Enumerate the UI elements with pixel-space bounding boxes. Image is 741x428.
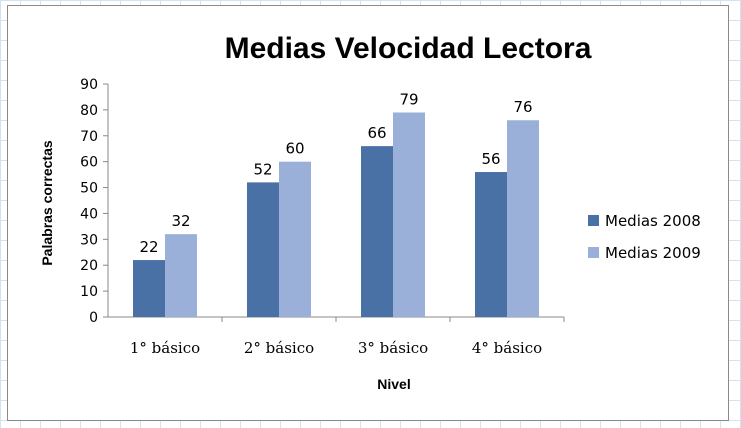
bar [475, 172, 507, 317]
bar [247, 182, 279, 317]
legend-swatch [588, 215, 599, 226]
y-tick-label: 60 [80, 155, 98, 171]
legend-label: Medias 2008 [605, 212, 701, 230]
bar [165, 234, 197, 317]
y-tick-label: 10 [80, 284, 98, 300]
plot-area: 0 10 20 30 40 50 60 70 80 90 22 32 1° básico 52 60 2° b… [80, 77, 565, 357]
legend-label: Medias 2009 [605, 244, 701, 262]
y-tick-label: 0 [89, 310, 98, 326]
data-label: 79 [399, 90, 418, 108]
category-label: 1° básico [130, 339, 200, 357]
y-axis-title: Palabras correctas [39, 140, 55, 266]
data-label: 60 [285, 140, 304, 158]
category-label: 4° básico [472, 339, 542, 357]
data-label: 66 [367, 124, 386, 142]
data-label: 22 [139, 238, 158, 256]
bar [507, 120, 539, 317]
bar [279, 161, 311, 317]
y-tick-label: 90 [80, 77, 98, 93]
x-axis-title: Nivel [377, 376, 410, 392]
bar [393, 112, 425, 317]
category-label: 2° básico [244, 339, 314, 357]
y-tick-label: 50 [80, 181, 98, 197]
y-tick-label: 20 [80, 258, 98, 274]
chart-frame: Medias Velocidad Lectora Nivel Palabras … [7, 5, 729, 421]
chart-title: Medias Velocidad Lectora [225, 32, 592, 65]
data-label: 56 [481, 150, 500, 168]
bar-chart: Medias Velocidad Lectora Nivel Palabras … [39, 32, 701, 392]
legend-swatch [588, 247, 599, 258]
y-tick-label: 80 [80, 103, 98, 119]
data-label: 32 [171, 212, 190, 230]
data-label: 52 [253, 160, 272, 178]
bar [361, 146, 393, 317]
category-label: 3° básico [358, 339, 428, 357]
y-tick-label: 30 [80, 232, 98, 248]
bar [133, 260, 165, 317]
y-tick-label: 40 [80, 206, 98, 222]
y-tick-label: 70 [80, 129, 98, 145]
data-label: 76 [513, 98, 532, 116]
legend: Medias 2008 Medias 2009 [588, 212, 701, 262]
